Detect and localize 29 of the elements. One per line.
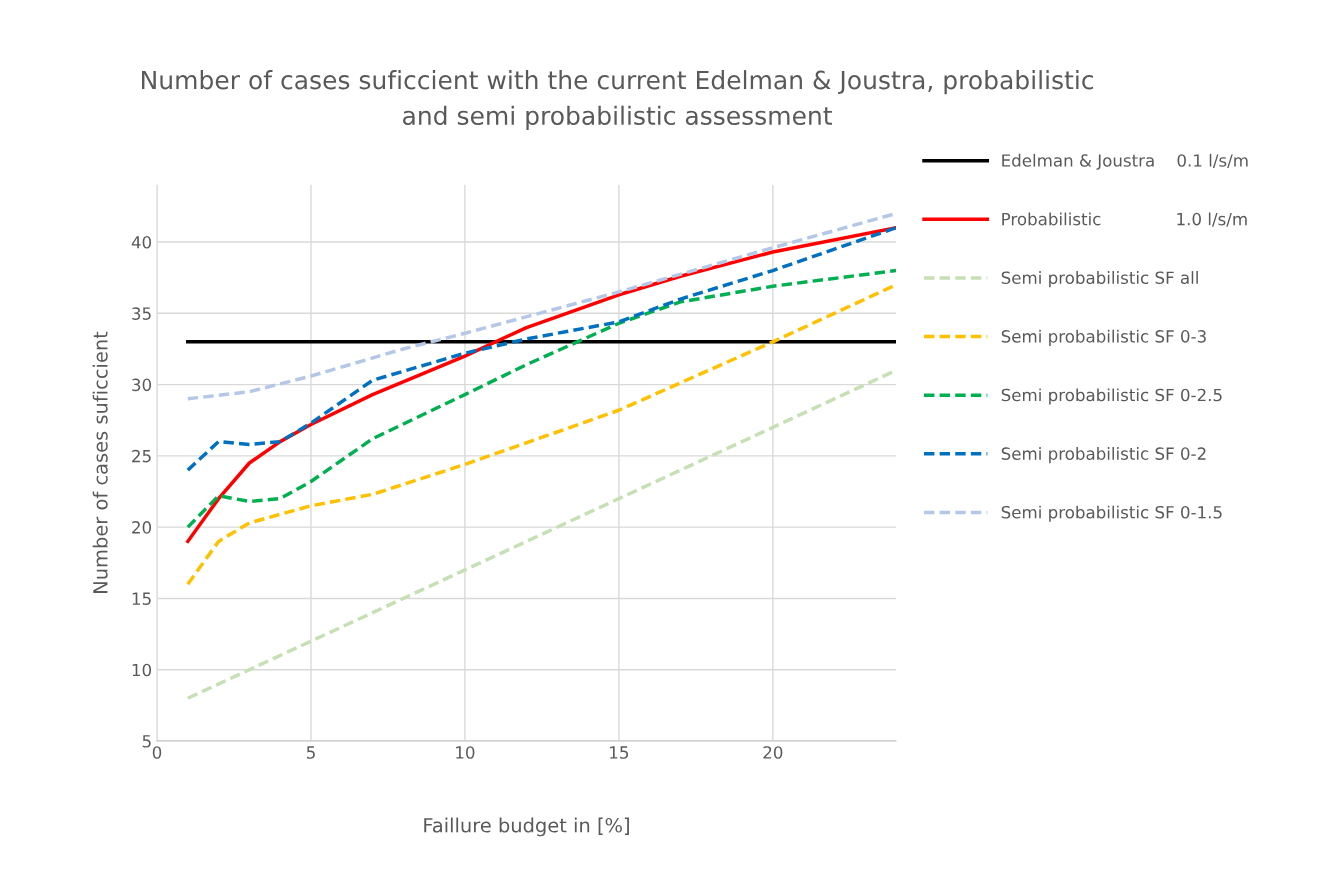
- y-tick-label: 15: [132, 592, 151, 605]
- line-series: [186, 268, 896, 529]
- legend-label: Edelman & Joustra 0.1 l/s/m: [1002, 153, 1248, 170]
- y-tick-label: 10: [132, 663, 152, 677]
- line-series: [186, 283, 896, 586]
- x-tick-label: 10: [456, 746, 475, 759]
- line-series: [186, 226, 896, 472]
- x-tick-label: 5: [306, 746, 315, 759]
- y-tick-label: 25: [132, 449, 151, 463]
- line-series: [186, 211, 896, 401]
- x-tick-label: 15: [610, 746, 629, 759]
- line-series: [186, 368, 896, 700]
- y-tick-label: 35: [132, 307, 151, 320]
- y-tick-label: 20: [132, 521, 152, 534]
- x-tick-label: 0: [152, 746, 162, 759]
- legend-label: Semi probabilistic SF all: [1001, 271, 1198, 288]
- legend-label: Semi probabilistic SF 0-2.5: [1001, 388, 1222, 405]
- x-tick-label: 20: [763, 746, 783, 759]
- legend-label: Semi probabilistic SF 0-3: [1001, 329, 1206, 346]
- y-tick-label: 5: [142, 735, 151, 748]
- legend-label: Semi probabilistic SF 0-1.5: [1001, 505, 1222, 522]
- y-axis-title: Number of cases suficcient: [92, 331, 108, 593]
- line-series: [186, 226, 896, 544]
- legend-label: Semi probabilistic SF 0-2: [1001, 447, 1206, 464]
- legend-label: Probabilistic 1.0 l/s/m: [1002, 212, 1247, 227]
- x-axis-title: Faillure budget in [%]: [424, 817, 629, 837]
- y-tick-label: 30: [132, 378, 152, 392]
- y-tick-label: 40: [131, 235, 152, 249]
- chart-title: Number of cases suficcient with the current Edelman & Joustra, probabilistic and semi probabilistic assessment: [142, 70, 1094, 130]
